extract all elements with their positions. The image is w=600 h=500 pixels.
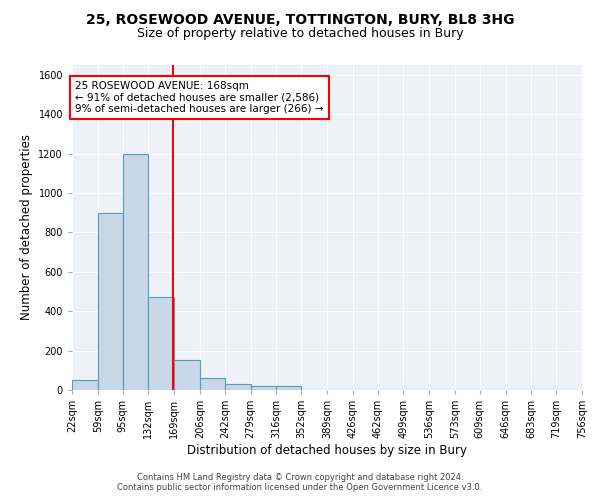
Bar: [98, 212, 123, 390]
Bar: [174, 360, 200, 390]
Bar: [72, 380, 98, 390]
X-axis label: Distribution of detached houses by size in Bury: Distribution of detached houses by size …: [187, 444, 467, 457]
Bar: [225, 384, 251, 390]
Bar: [200, 378, 225, 390]
Bar: [251, 386, 276, 390]
Text: 25, ROSEWOOD AVENUE, TOTTINGTON, BURY, BL8 3HG: 25, ROSEWOOD AVENUE, TOTTINGTON, BURY, B…: [86, 12, 514, 26]
Y-axis label: Number of detached properties: Number of detached properties: [20, 134, 33, 320]
Text: Size of property relative to detached houses in Bury: Size of property relative to detached ho…: [137, 28, 463, 40]
Bar: [276, 386, 301, 390]
Bar: [148, 298, 174, 390]
Text: Contains HM Land Registry data © Crown copyright and database right 2024.
Contai: Contains HM Land Registry data © Crown c…: [118, 473, 482, 492]
Bar: [123, 154, 148, 390]
Text: 25 ROSEWOOD AVENUE: 168sqm
← 91% of detached houses are smaller (2,586)
9% of se: 25 ROSEWOOD AVENUE: 168sqm ← 91% of deta…: [76, 81, 324, 114]
